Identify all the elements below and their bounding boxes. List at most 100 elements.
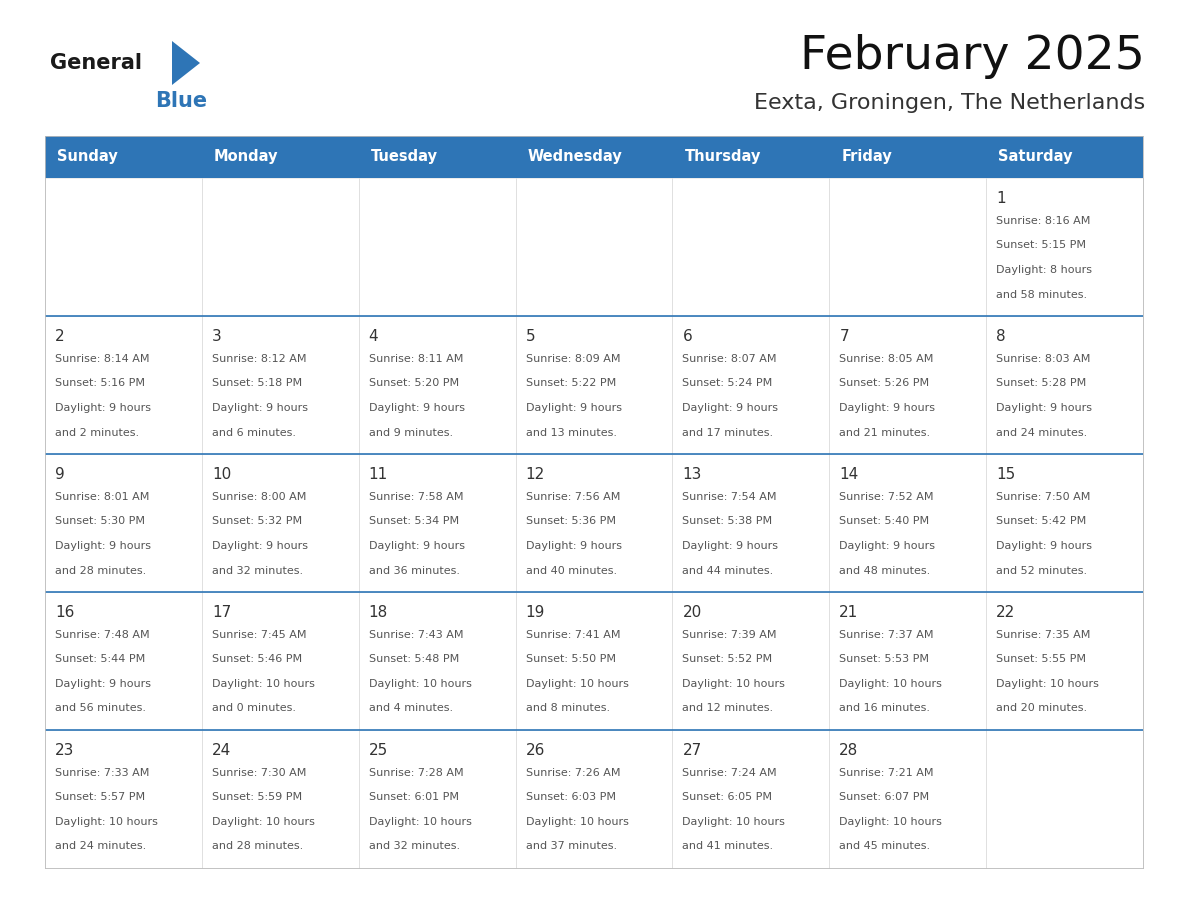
Text: 20: 20 xyxy=(682,605,702,620)
Text: Sunset: 5:40 PM: Sunset: 5:40 PM xyxy=(839,517,929,527)
Text: and 32 minutes.: and 32 minutes. xyxy=(368,842,460,852)
Text: Sunset: 6:07 PM: Sunset: 6:07 PM xyxy=(839,792,929,802)
Text: Sunset: 5:42 PM: Sunset: 5:42 PM xyxy=(997,517,1086,527)
FancyBboxPatch shape xyxy=(45,454,202,592)
Text: 6: 6 xyxy=(682,329,693,344)
FancyBboxPatch shape xyxy=(359,592,516,730)
Text: Sunrise: 8:05 AM: Sunrise: 8:05 AM xyxy=(839,354,934,364)
Text: Sunrise: 7:21 AM: Sunrise: 7:21 AM xyxy=(839,768,934,778)
Text: Sunset: 6:03 PM: Sunset: 6:03 PM xyxy=(525,792,615,802)
Text: Saturday: Saturday xyxy=(998,150,1073,164)
FancyBboxPatch shape xyxy=(672,454,829,592)
Text: Daylight: 9 hours: Daylight: 9 hours xyxy=(55,679,151,689)
Text: Daylight: 9 hours: Daylight: 9 hours xyxy=(682,541,778,551)
Text: Daylight: 9 hours: Daylight: 9 hours xyxy=(211,541,308,551)
FancyBboxPatch shape xyxy=(829,178,986,316)
FancyBboxPatch shape xyxy=(672,178,829,316)
Text: Daylight: 10 hours: Daylight: 10 hours xyxy=(682,817,785,827)
Text: and 4 minutes.: and 4 minutes. xyxy=(368,703,453,713)
Text: Sunrise: 7:37 AM: Sunrise: 7:37 AM xyxy=(839,630,934,640)
Text: 13: 13 xyxy=(682,467,702,482)
Text: 3: 3 xyxy=(211,329,222,344)
Text: and 6 minutes.: and 6 minutes. xyxy=(211,428,296,438)
Text: Sunrise: 7:35 AM: Sunrise: 7:35 AM xyxy=(997,630,1091,640)
Text: Sunset: 5:34 PM: Sunset: 5:34 PM xyxy=(368,517,459,527)
Text: 16: 16 xyxy=(55,605,75,620)
FancyBboxPatch shape xyxy=(359,730,516,868)
FancyBboxPatch shape xyxy=(829,730,986,868)
Text: Daylight: 9 hours: Daylight: 9 hours xyxy=(682,403,778,413)
Text: 15: 15 xyxy=(997,467,1016,482)
FancyBboxPatch shape xyxy=(359,136,516,178)
Text: Daylight: 10 hours: Daylight: 10 hours xyxy=(839,679,942,689)
Text: 25: 25 xyxy=(368,743,388,758)
Text: and 21 minutes.: and 21 minutes. xyxy=(839,428,930,438)
FancyBboxPatch shape xyxy=(516,454,672,592)
Text: and 58 minutes.: and 58 minutes. xyxy=(997,289,1087,299)
Text: Daylight: 10 hours: Daylight: 10 hours xyxy=(525,817,628,827)
FancyBboxPatch shape xyxy=(202,592,359,730)
Text: Daylight: 10 hours: Daylight: 10 hours xyxy=(55,817,158,827)
FancyBboxPatch shape xyxy=(986,454,1143,592)
Text: Daylight: 10 hours: Daylight: 10 hours xyxy=(368,679,472,689)
Text: Sunrise: 8:07 AM: Sunrise: 8:07 AM xyxy=(682,354,777,364)
Text: Sunrise: 7:43 AM: Sunrise: 7:43 AM xyxy=(368,630,463,640)
Text: Eexta, Groningen, The Netherlands: Eexta, Groningen, The Netherlands xyxy=(753,93,1145,113)
Text: and 44 minutes.: and 44 minutes. xyxy=(682,565,773,576)
Text: and 12 minutes.: and 12 minutes. xyxy=(682,703,773,713)
Text: 9: 9 xyxy=(55,467,65,482)
Text: Sunset: 5:44 PM: Sunset: 5:44 PM xyxy=(55,655,145,665)
Text: Sunset: 5:59 PM: Sunset: 5:59 PM xyxy=(211,792,302,802)
FancyBboxPatch shape xyxy=(516,136,672,178)
Text: 19: 19 xyxy=(525,605,545,620)
Text: Sunset: 5:16 PM: Sunset: 5:16 PM xyxy=(55,378,145,388)
FancyBboxPatch shape xyxy=(829,136,986,178)
Text: Sunrise: 8:16 AM: Sunrise: 8:16 AM xyxy=(997,216,1091,226)
Text: Sunrise: 7:54 AM: Sunrise: 7:54 AM xyxy=(682,492,777,502)
Text: Daylight: 10 hours: Daylight: 10 hours xyxy=(211,817,315,827)
Text: Sunrise: 7:45 AM: Sunrise: 7:45 AM xyxy=(211,630,307,640)
Text: and 40 minutes.: and 40 minutes. xyxy=(525,565,617,576)
FancyBboxPatch shape xyxy=(986,316,1143,454)
Text: Sunrise: 7:52 AM: Sunrise: 7:52 AM xyxy=(839,492,934,502)
Text: Sunrise: 8:03 AM: Sunrise: 8:03 AM xyxy=(997,354,1091,364)
Text: and 24 minutes.: and 24 minutes. xyxy=(997,428,1087,438)
Text: Tuesday: Tuesday xyxy=(371,150,437,164)
Text: Sunrise: 7:56 AM: Sunrise: 7:56 AM xyxy=(525,492,620,502)
FancyBboxPatch shape xyxy=(359,454,516,592)
Text: and 32 minutes.: and 32 minutes. xyxy=(211,565,303,576)
Text: and 28 minutes.: and 28 minutes. xyxy=(55,565,146,576)
Text: Sunrise: 7:28 AM: Sunrise: 7:28 AM xyxy=(368,768,463,778)
FancyBboxPatch shape xyxy=(829,316,986,454)
Text: and 24 minutes.: and 24 minutes. xyxy=(55,842,146,852)
Text: Blue: Blue xyxy=(154,91,207,111)
FancyBboxPatch shape xyxy=(202,136,359,178)
Text: Daylight: 10 hours: Daylight: 10 hours xyxy=(211,679,315,689)
Polygon shape xyxy=(172,41,200,85)
FancyBboxPatch shape xyxy=(359,178,516,316)
Text: Sunrise: 8:12 AM: Sunrise: 8:12 AM xyxy=(211,354,307,364)
Text: Sunset: 5:57 PM: Sunset: 5:57 PM xyxy=(55,792,145,802)
Text: Sunset: 5:18 PM: Sunset: 5:18 PM xyxy=(211,378,302,388)
Text: and 28 minutes.: and 28 minutes. xyxy=(211,842,303,852)
Text: 14: 14 xyxy=(839,467,859,482)
Text: 28: 28 xyxy=(839,743,859,758)
FancyBboxPatch shape xyxy=(829,454,986,592)
Text: Sunrise: 7:26 AM: Sunrise: 7:26 AM xyxy=(525,768,620,778)
Text: 4: 4 xyxy=(368,329,378,344)
FancyBboxPatch shape xyxy=(202,730,359,868)
Text: Sunset: 5:30 PM: Sunset: 5:30 PM xyxy=(55,517,145,527)
Text: and 56 minutes.: and 56 minutes. xyxy=(55,703,146,713)
Text: Daylight: 10 hours: Daylight: 10 hours xyxy=(997,679,1099,689)
FancyBboxPatch shape xyxy=(829,592,986,730)
FancyBboxPatch shape xyxy=(986,136,1143,178)
Text: and 36 minutes.: and 36 minutes. xyxy=(368,565,460,576)
Text: 24: 24 xyxy=(211,743,232,758)
Text: Daylight: 8 hours: Daylight: 8 hours xyxy=(997,265,1092,275)
Text: Sunrise: 7:58 AM: Sunrise: 7:58 AM xyxy=(368,492,463,502)
FancyBboxPatch shape xyxy=(672,592,829,730)
Text: Daylight: 9 hours: Daylight: 9 hours xyxy=(525,403,621,413)
Text: Friday: Friday xyxy=(841,150,892,164)
Text: Daylight: 9 hours: Daylight: 9 hours xyxy=(55,403,151,413)
Text: Daylight: 9 hours: Daylight: 9 hours xyxy=(368,541,465,551)
